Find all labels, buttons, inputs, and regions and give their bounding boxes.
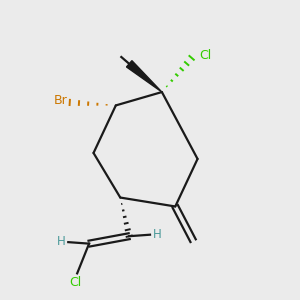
Text: H: H — [56, 235, 65, 248]
Text: Br: Br — [54, 94, 68, 107]
Polygon shape — [127, 61, 162, 92]
Text: Cl: Cl — [70, 276, 82, 289]
Text: H: H — [153, 228, 162, 241]
Text: Cl: Cl — [199, 49, 211, 62]
